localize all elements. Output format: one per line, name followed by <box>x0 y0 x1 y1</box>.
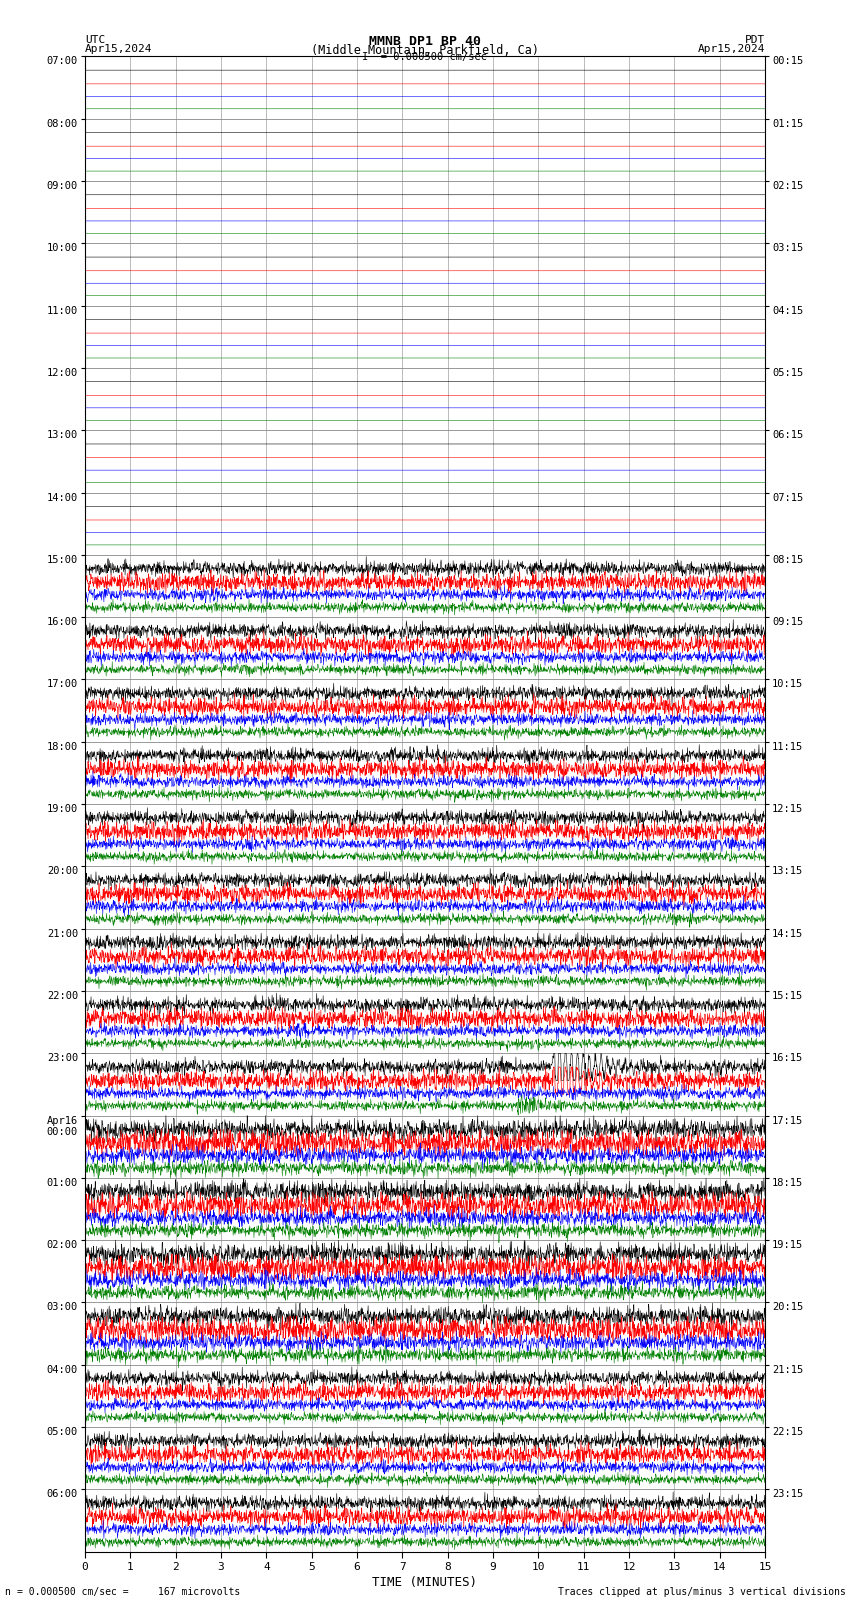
Text: UTC: UTC <box>85 35 105 45</box>
Text: n: n <box>4 1587 10 1597</box>
Text: = 0.000500 cm/sec =     167 microvolts: = 0.000500 cm/sec = 167 microvolts <box>17 1587 241 1597</box>
Text: Apr15,2024: Apr15,2024 <box>698 44 765 53</box>
Text: Traces clipped at plus/minus 3 vertical divisions: Traces clipped at plus/minus 3 vertical … <box>558 1587 846 1597</box>
Text: I  = 0.000500 cm/sec: I = 0.000500 cm/sec <box>362 52 488 61</box>
X-axis label: TIME (MINUTES): TIME (MINUTES) <box>372 1576 478 1589</box>
Text: MMNB DP1 BP 40: MMNB DP1 BP 40 <box>369 35 481 48</box>
Text: PDT: PDT <box>745 35 765 45</box>
Text: Apr15,2024: Apr15,2024 <box>85 44 152 53</box>
Text: (Middle Mountain, Parkfield, Ca): (Middle Mountain, Parkfield, Ca) <box>311 44 539 56</box>
